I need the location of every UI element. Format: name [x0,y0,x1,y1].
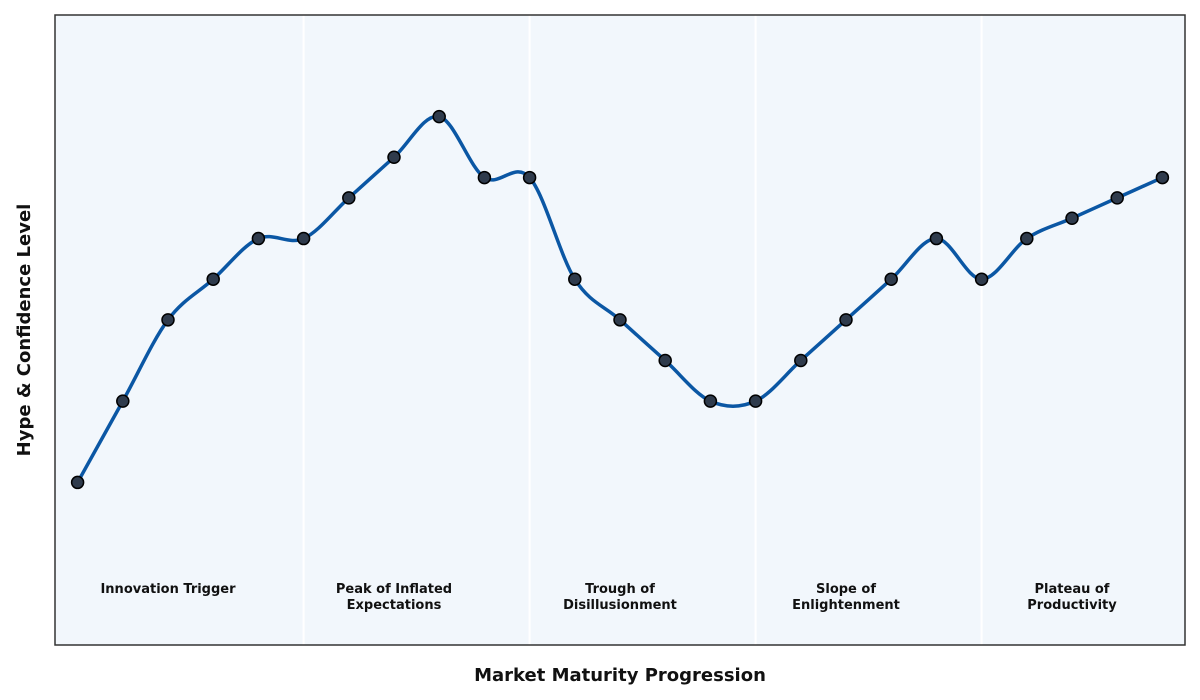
data-point [929,231,944,246]
data-point [1155,170,1170,185]
data-point [839,313,853,327]
data-point [794,353,808,368]
y-axis-label: Hype & Confidence Level [14,204,35,457]
data-point [748,394,763,408]
data-point [432,109,446,124]
data-point [342,191,356,205]
x-axis-label: Market Maturity Progression [474,665,766,686]
phase-label: Plateau of Productivity [1027,582,1117,613]
data-point [161,313,175,327]
data-point [613,313,627,327]
data-point [206,272,220,286]
data-point [658,353,672,368]
plot-background [55,15,1185,645]
data-point [296,231,311,246]
data-point [70,475,85,490]
data-point [703,394,718,408]
data-point [1110,191,1124,205]
data-point [884,272,898,286]
phase-label: Trough of Disillusionment [563,582,677,613]
data-point [974,272,989,286]
data-point [522,170,537,185]
data-point [251,231,266,246]
phase-label: Slope of Enlightenment [792,582,900,613]
data-point [1065,211,1079,225]
plot-frame [54,14,1186,646]
phase-label: Innovation Trigger [100,582,236,597]
phase-label: Peak of Inflated Expectations [335,582,453,613]
data-point [1020,231,1034,246]
data-point [116,394,130,408]
data-point [477,170,492,185]
data-point [568,272,582,286]
data-point [387,150,401,165]
